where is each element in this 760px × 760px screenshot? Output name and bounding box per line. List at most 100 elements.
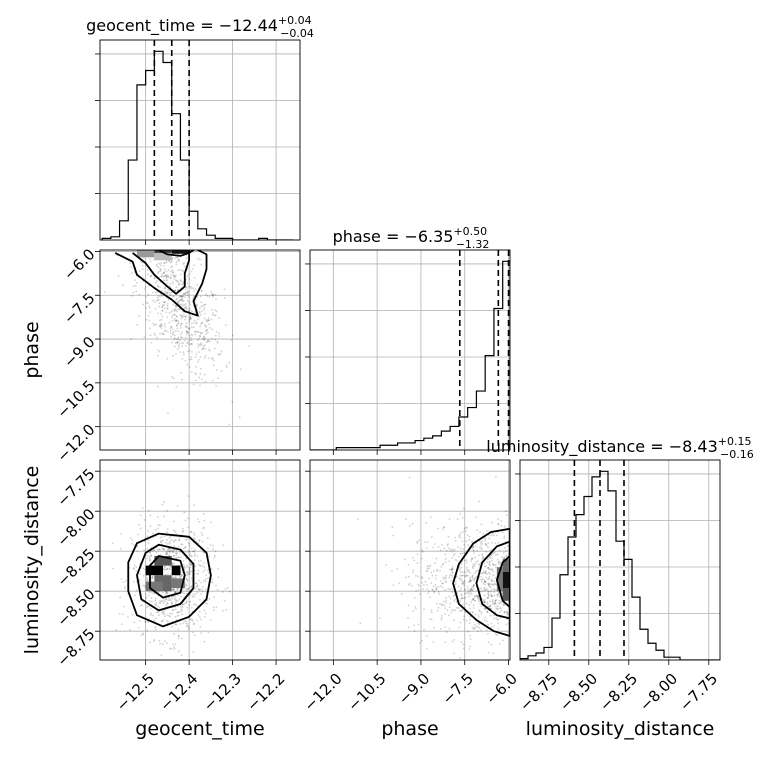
scatter-point (487, 597, 489, 600)
scatter-point (490, 589, 493, 592)
scatter-point (200, 290, 203, 292)
scatter-point (167, 275, 170, 278)
scatter-point (491, 579, 493, 582)
scatter-point (190, 554, 192, 557)
scatter-point (161, 309, 164, 312)
scatter-point (478, 588, 481, 590)
scatter-point (408, 584, 410, 586)
scatter-point (148, 305, 151, 307)
scatter-point (130, 536, 132, 539)
scatter-point (184, 538, 187, 541)
scatter-point (119, 596, 122, 599)
scatter-point (485, 529, 488, 532)
scatter-point (162, 333, 165, 336)
scatter-point (171, 597, 174, 600)
scatter-point (209, 349, 211, 352)
scatter-point (174, 590, 177, 593)
scatter-point (188, 544, 191, 547)
scatter-point (195, 604, 198, 607)
scatter-point (193, 533, 196, 536)
scatter-point (220, 370, 223, 372)
scatter-point (460, 609, 463, 612)
scatter-point (190, 570, 193, 573)
scatter-point (487, 571, 490, 574)
scatter-point (469, 578, 472, 581)
scatter-point (165, 261, 168, 264)
scatter-point (164, 287, 167, 290)
scatter-point (499, 562, 502, 564)
scatter-point (483, 579, 486, 582)
scatter-point (408, 525, 411, 527)
scatter-point (194, 299, 197, 302)
scatter-point (488, 564, 491, 567)
scatter-point (186, 578, 189, 581)
scatter-point (471, 540, 473, 543)
scatter-point (472, 587, 475, 590)
scatter-point (172, 540, 175, 543)
scatter-point (440, 618, 443, 621)
scatter-point (189, 566, 192, 569)
scatter-point (482, 582, 485, 585)
scatter-point (168, 615, 171, 618)
scatter-point (180, 574, 183, 577)
scatter-point (175, 320, 178, 323)
scatter-point (186, 300, 189, 302)
scatter-point (481, 542, 484, 545)
scatter-point (153, 549, 155, 552)
scatter-point (471, 599, 473, 601)
scatter-point (206, 319, 209, 322)
scatter-point (213, 314, 216, 317)
scatter-point (445, 631, 448, 633)
scatter-point (175, 352, 177, 355)
scatter-point (175, 319, 178, 322)
scatter-point (188, 278, 191, 280)
scatter-point (443, 526, 445, 529)
scatter-point (185, 588, 187, 590)
scatter-point (495, 605, 497, 608)
scatter-point (184, 339, 187, 342)
scatter-point (190, 333, 193, 336)
scatter-point (218, 335, 221, 337)
scatter-point (203, 306, 206, 309)
scatter-point (474, 624, 476, 626)
scatter-point (211, 328, 214, 331)
scatter-point (178, 296, 181, 299)
scatter-point (147, 621, 149, 623)
scatter-point (165, 598, 168, 601)
scatter-point (189, 343, 192, 345)
scatter-point (499, 616, 502, 619)
scatter-point (199, 356, 202, 358)
scatter-point (162, 601, 165, 604)
scatter-point (175, 602, 177, 604)
scatter-point (204, 324, 206, 326)
scatter-point (499, 607, 501, 610)
contour-level-3 (495, 555, 510, 609)
scatter-point (194, 333, 197, 336)
scatter-point (174, 539, 177, 542)
scatter-point (203, 357, 206, 360)
panel-phase-vs-geocent-time (95, 249, 301, 455)
scatter-point (464, 592, 466, 595)
scatter-point (147, 314, 150, 317)
scatter-point (463, 559, 466, 562)
scatter-point (141, 261, 144, 264)
scatter-point (195, 373, 197, 376)
scatter-point (192, 297, 195, 300)
scatter-point (202, 347, 205, 350)
scatter-point (157, 524, 160, 526)
scatter-point (176, 552, 178, 555)
scatter-point (204, 569, 207, 572)
panel-frame (99, 39, 301, 241)
scatter-point (173, 313, 176, 316)
scatter-point (443, 604, 445, 607)
scatter-point (155, 263, 158, 266)
scatter-point (205, 330, 208, 333)
scatter-point (157, 527, 160, 530)
scatter-point (487, 566, 490, 569)
scatter-point (224, 324, 227, 326)
scatter-point (174, 320, 176, 322)
scatter-point (165, 598, 168, 600)
scatter-point (161, 274, 163, 277)
scatter-point (163, 304, 166, 306)
scatter-point (466, 526, 468, 529)
